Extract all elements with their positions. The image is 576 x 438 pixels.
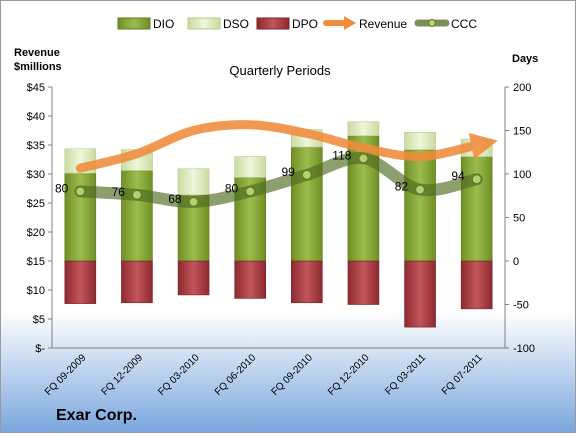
ccc-point: [358, 153, 369, 164]
dpo-bar: [64, 260, 97, 304]
legend-label-dio: DIO: [153, 17, 174, 31]
right-tick-label: 0: [513, 256, 519, 268]
ccc-line: [74, 152, 483, 208]
right-tick-label: 200: [513, 82, 531, 94]
right-axis-label: Days: [512, 53, 538, 65]
ccc-point: [471, 174, 482, 185]
ccc-point: [245, 186, 256, 197]
left-tick-label: $10: [27, 285, 45, 297]
ccc-point: [414, 184, 426, 195]
dpo-bar: [404, 260, 436, 328]
dio-bar: [460, 156, 493, 262]
dio-bar: [121, 170, 153, 262]
dpo-bar: [121, 260, 153, 304]
ccc-point: [75, 186, 86, 197]
legend: DIO DSO DPO Revenue CCC: [117, 16, 477, 31]
dso-bar: [234, 156, 266, 178]
left-tick-label: $40: [27, 111, 45, 123]
ccc-data-label: 80: [55, 181, 69, 195]
dpo-bar: [347, 260, 380, 305]
right-tick-label: -50: [513, 300, 529, 312]
legend-swatch-dso: [187, 17, 221, 30]
right-tick-label: 100: [513, 169, 531, 181]
dio-bar: [404, 149, 436, 262]
legend-arrowhead-revenue: [344, 16, 356, 30]
dso-bar: [404, 131, 436, 150]
ccc-point: [188, 196, 199, 207]
legend-label-dso: DSO: [223, 17, 249, 31]
dpo-bar: [234, 260, 266, 299]
left-tick-label: $-: [35, 343, 45, 355]
right-tick-label: 150: [513, 126, 531, 138]
ccc-point: [301, 169, 312, 180]
revenue-line: [75, 120, 498, 173]
left-tick-label: $45: [27, 82, 45, 94]
dso-bar: [347, 121, 380, 137]
ccc-data-label: 76: [112, 185, 126, 199]
left-tick-label: $25: [27, 198, 45, 210]
ccc-data-label: 118: [332, 148, 351, 162]
ccc-data-label: 82: [395, 180, 409, 194]
legend-swatch-dpo: [256, 17, 290, 30]
ccc-data-label: 80: [225, 181, 239, 195]
dpo-bar: [291, 260, 323, 304]
left-tick-label: $20: [27, 227, 45, 239]
dpo-bar: [460, 260, 493, 310]
left-tick-label: $30: [27, 169, 45, 181]
right-tick-label: -100: [513, 343, 535, 355]
legend-label-dpo: DPO: [292, 17, 318, 31]
dio-bar: [291, 146, 323, 262]
left-tick-label: $15: [27, 256, 45, 268]
dso-bar: [177, 168, 210, 196]
dpo-bar: [177, 260, 210, 296]
legend-swatch-dio: [117, 17, 151, 30]
left-tick-label: $5: [33, 314, 45, 326]
left-tick-label: $35: [27, 140, 45, 152]
chart-title: Quarterly Periods: [229, 63, 331, 78]
left-axis-label-line-1: Revenue: [14, 47, 60, 59]
legend-label-ccc: CCC: [451, 17, 477, 31]
ccc-data-label: 94: [451, 169, 465, 183]
ccc-point: [131, 189, 143, 200]
ccc-data-label: 99: [281, 165, 295, 179]
ccc-data-label: 68: [168, 192, 182, 206]
company-name: Exar Corp.: [56, 407, 137, 424]
legend-marker-ccc: [428, 19, 436, 27]
legend-label-revenue: Revenue: [359, 17, 407, 31]
left-axis-label-line-2: $millions: [14, 61, 62, 73]
right-tick-label: 50: [513, 213, 525, 225]
